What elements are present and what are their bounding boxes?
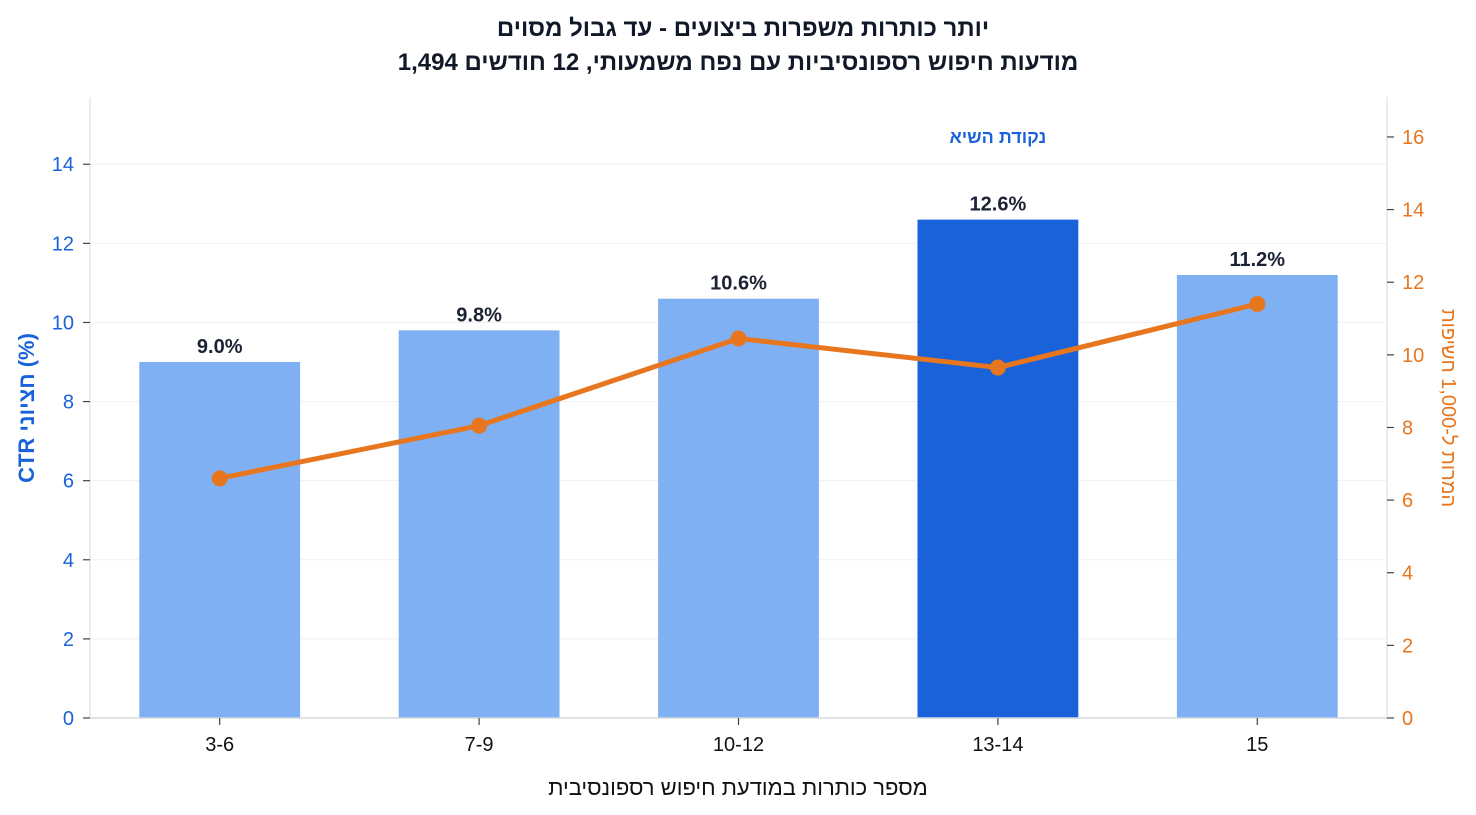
bar-label-3-6: 9.0% xyxy=(197,336,243,358)
left-tick-label-1: 2 xyxy=(63,629,74,651)
bar-7-9 xyxy=(398,330,560,718)
chart-subtitle: 1,494 מודעות חיפוש רספונסיביות עם נפח מש… xyxy=(398,49,1079,76)
line-point-15 xyxy=(1249,296,1266,312)
conversions-line xyxy=(211,296,1266,487)
right-tick-label-5: 10 xyxy=(1402,345,1424,367)
bar-15 xyxy=(1176,274,1338,718)
right-tick-label-2: 4 xyxy=(1402,563,1413,585)
annotation-peak: נקודת השיא xyxy=(949,127,1046,147)
left-tick-label-5: 10 xyxy=(52,312,74,334)
left-axis-ticks: 0 2 4 6 8 10 12 14 xyxy=(52,154,90,730)
left-tick-label-0: 0 xyxy=(63,708,74,730)
x-tick-label-7-9: 7-9 xyxy=(465,734,494,756)
x-tick-label-15: 15 xyxy=(1246,734,1268,756)
bar-10-12 xyxy=(658,298,819,718)
line-point-10-12 xyxy=(730,330,747,347)
x-axis-label: מספר כותרות במודעת חיפוש רספונסיבית xyxy=(548,775,928,800)
bar-3-6 xyxy=(139,362,301,718)
y-axis-label-left: CTR חציוני (%) xyxy=(14,333,39,483)
x-tick-label-10-12: 10-12 xyxy=(713,734,764,756)
right-tick-label-6: 12 xyxy=(1402,272,1424,294)
left-tick-label-3: 6 xyxy=(63,471,74,493)
chart-title: יותר כותרות משפרות ביצועים - עד גבול מסו… xyxy=(497,15,989,42)
right-tick-label-8: 16 xyxy=(1402,127,1424,149)
line-point-13-14 xyxy=(989,359,1006,376)
right-axis-ticks: 0 2 4 6 8 10 12 14 16 xyxy=(1387,127,1424,730)
line-point-7-9 xyxy=(471,417,488,434)
bars xyxy=(139,219,1338,718)
right-tick-label-4: 8 xyxy=(1402,417,1413,439)
bar-label-7-9: 9.8% xyxy=(456,304,502,326)
bar-data-labels: 9.0% 9.8% 10.6% 12.6% 11.2% xyxy=(197,194,1285,358)
bar-label-13-14: 12.6% xyxy=(970,194,1027,216)
left-tick-label-2: 4 xyxy=(63,550,74,572)
line-point-3-6 xyxy=(211,470,228,487)
bar-label-10-12: 10.6% xyxy=(710,273,767,295)
left-tick-label-6: 12 xyxy=(52,233,74,255)
bar-13-14 xyxy=(917,219,1079,718)
left-tick-label-7: 14 xyxy=(52,154,74,176)
left-tick-label-4: 8 xyxy=(63,392,74,414)
right-tick-label-0: 0 xyxy=(1402,708,1413,730)
y-axis-label-right: המרות ל-1,000 חשיפות xyxy=(1437,309,1459,507)
x-tick-label-3-6: 3-6 xyxy=(205,734,234,756)
bar-label-15: 11.2% xyxy=(1229,249,1285,271)
right-tick-label-7: 14 xyxy=(1402,200,1424,222)
x-tick-label-13-14: 13-14 xyxy=(972,734,1023,756)
right-tick-label-3: 6 xyxy=(1402,490,1413,512)
x-axis-ticks: 3-6 7-9 10-12 13-14 15 xyxy=(205,718,1268,756)
right-tick-label-1: 2 xyxy=(1402,635,1413,657)
